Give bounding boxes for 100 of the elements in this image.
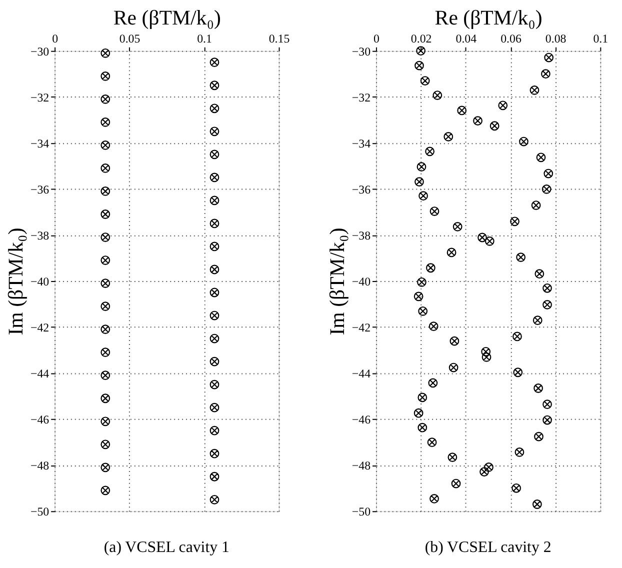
point bbox=[516, 252, 526, 262]
point bbox=[414, 408, 424, 418]
point bbox=[210, 80, 220, 90]
point bbox=[210, 264, 220, 274]
point bbox=[452, 222, 462, 232]
y-tick-label: −30 bbox=[30, 44, 50, 58]
point bbox=[210, 472, 220, 482]
y-tick-label: −32 bbox=[352, 90, 371, 104]
point bbox=[534, 269, 544, 279]
point bbox=[414, 177, 424, 186]
point bbox=[484, 236, 494, 246]
point bbox=[428, 378, 438, 388]
point bbox=[448, 362, 458, 372]
point bbox=[414, 60, 424, 70]
point bbox=[100, 48, 110, 58]
point bbox=[100, 440, 110, 450]
point bbox=[100, 370, 110, 380]
point bbox=[100, 348, 110, 358]
x-tick-label: 0.1 bbox=[593, 31, 608, 46]
point bbox=[210, 196, 220, 206]
x-tick-label: 0.15 bbox=[268, 31, 290, 46]
x-tick-label: 0 bbox=[52, 31, 58, 46]
x-tick-label: 0.06 bbox=[500, 31, 522, 46]
point bbox=[416, 162, 426, 172]
point bbox=[100, 164, 110, 173]
point bbox=[210, 172, 220, 182]
point bbox=[100, 324, 110, 334]
point bbox=[473, 116, 482, 126]
y-tick-label: −34 bbox=[30, 136, 50, 150]
point bbox=[100, 486, 110, 496]
point bbox=[100, 210, 110, 219]
point bbox=[210, 58, 220, 68]
point bbox=[542, 283, 552, 293]
point bbox=[428, 322, 438, 332]
point bbox=[210, 242, 220, 252]
point bbox=[534, 432, 544, 442]
point bbox=[536, 152, 546, 162]
y-tick-label: −48 bbox=[30, 458, 50, 473]
text: (a) VCSEL cavity 1 bbox=[104, 538, 230, 556]
point bbox=[100, 416, 110, 426]
y-tick-label: −40 bbox=[352, 274, 371, 288]
text: (b) VCSEL cavity 2 bbox=[424, 538, 552, 556]
point bbox=[210, 494, 220, 504]
point bbox=[446, 248, 456, 258]
point bbox=[100, 256, 110, 265]
x-axis-title: Re (βTM/k₀) bbox=[113, 6, 221, 30]
point bbox=[512, 332, 522, 342]
point bbox=[457, 106, 467, 116]
point bbox=[531, 200, 541, 210]
point bbox=[418, 306, 428, 316]
point bbox=[210, 104, 220, 114]
point bbox=[542, 415, 552, 425]
point bbox=[100, 94, 110, 104]
x-tick-label: 0.04 bbox=[456, 31, 477, 46]
point bbox=[210, 126, 220, 136]
point bbox=[210, 218, 220, 228]
x-tick-label: 0 bbox=[373, 31, 380, 46]
point bbox=[519, 136, 528, 146]
point bbox=[210, 402, 220, 412]
point bbox=[432, 90, 442, 100]
x-tick-label: 0.05 bbox=[119, 31, 140, 46]
point bbox=[484, 462, 494, 472]
point bbox=[532, 500, 542, 509]
point bbox=[210, 310, 220, 320]
point bbox=[490, 121, 500, 131]
point bbox=[210, 288, 220, 298]
point bbox=[513, 368, 523, 378]
y-tick-label: −34 bbox=[352, 136, 371, 150]
y-tick-label: −38 bbox=[352, 228, 371, 242]
y-tick-label: −46 bbox=[352, 412, 371, 427]
x-axis-title: Re (βTM/k₀) bbox=[434, 6, 542, 30]
point bbox=[418, 422, 428, 432]
y-tick-label: −46 bbox=[30, 412, 50, 427]
point bbox=[210, 150, 220, 160]
point bbox=[512, 483, 522, 493]
point bbox=[544, 52, 554, 62]
point bbox=[430, 206, 440, 216]
point bbox=[514, 448, 524, 457]
point bbox=[100, 71, 110, 81]
point bbox=[542, 184, 552, 194]
point bbox=[532, 316, 542, 326]
point bbox=[210, 426, 220, 436]
point bbox=[210, 356, 220, 366]
x-tick-label: 0.1 bbox=[197, 31, 212, 46]
point bbox=[451, 478, 461, 488]
point bbox=[450, 336, 460, 346]
x-tick-label: 0.02 bbox=[410, 31, 432, 46]
y-tick-label: −44 bbox=[352, 366, 371, 381]
point bbox=[541, 69, 550, 79]
point bbox=[542, 300, 552, 310]
y-tick-label: −32 bbox=[30, 90, 50, 104]
point bbox=[210, 334, 220, 344]
y-tick-label: −42 bbox=[30, 320, 50, 334]
point bbox=[420, 76, 430, 86]
y-tick-label: −36 bbox=[30, 182, 50, 196]
y-tick-label: −30 bbox=[352, 44, 371, 58]
point bbox=[530, 86, 540, 95]
point bbox=[100, 186, 110, 196]
point bbox=[100, 394, 110, 404]
point bbox=[478, 232, 487, 242]
